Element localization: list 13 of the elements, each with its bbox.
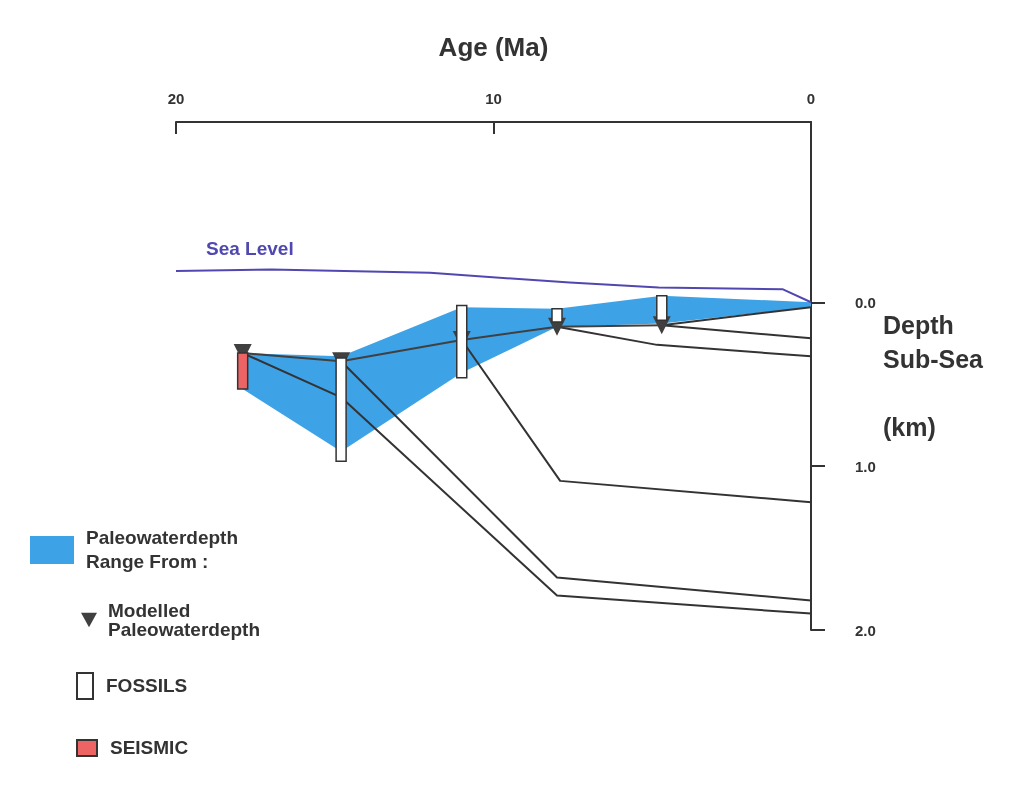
text: Depth Sub-Sea (km) <box>883 311 984 441</box>
y-tick-label: 1.0 <box>855 457 876 475</box>
legend-label: Modelled Paleowaterdepth <box>108 600 261 640</box>
y-tick-label: 0.0 <box>855 293 876 311</box>
y-tick-label: 2.0 <box>855 621 876 639</box>
x-tick-label: 10 <box>485 90 502 107</box>
x-axis-title: Age (Ma) <box>438 32 549 62</box>
legend-label: Paleowaterdepth Range From : <box>86 526 240 574</box>
x-tick-label: 20 <box>167 90 185 107</box>
x-tick-label: 0 <box>806 90 816 107</box>
legend-label: FOSSILS <box>106 674 189 698</box>
legend-label: SEISMIC <box>110 736 190 760</box>
series-label: Sea Level <box>206 238 294 260</box>
